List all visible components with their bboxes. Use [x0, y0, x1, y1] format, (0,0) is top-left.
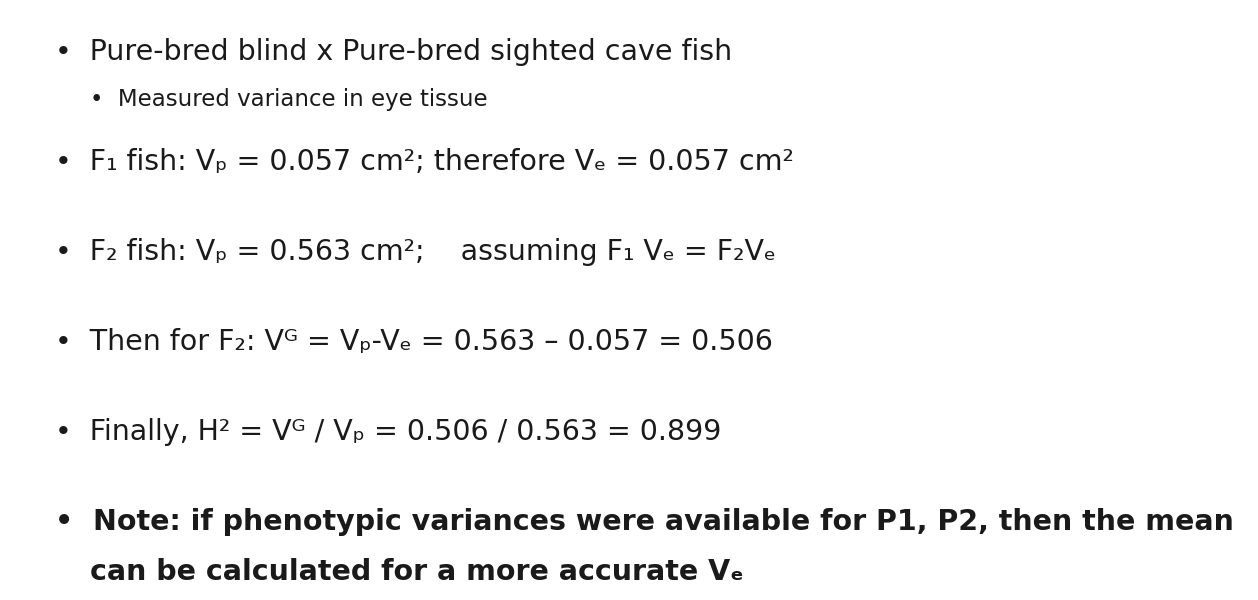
Text: •  Note: if phenotypic variances were available for P1, P2, then the mean: • Note: if phenotypic variances were ava… — [55, 508, 1234, 536]
Text: •  Measured variance in eye tissue: • Measured variance in eye tissue — [91, 88, 488, 111]
Text: •  F₂ fish: Vₚ = 0.563 cm²;    assuming F₁ Vₑ = F₂Vₑ: • F₂ fish: Vₚ = 0.563 cm²; assuming F₁ V… — [55, 238, 776, 266]
Text: •  Pure-bred blind x Pure-bred sighted cave fish: • Pure-bred blind x Pure-bred sighted ca… — [55, 38, 732, 66]
Text: •  Finally, H² = Vᴳ / Vₚ = 0.506 / 0.563 = 0.899: • Finally, H² = Vᴳ / Vₚ = 0.506 / 0.563 … — [55, 418, 721, 446]
Text: •  Then for F₂: Vᴳ = Vₚ-Vₑ = 0.563 – 0.057 = 0.506: • Then for F₂: Vᴳ = Vₚ-Vₑ = 0.563 – 0.05… — [55, 328, 772, 356]
Text: can be calculated for a more accurate Vₑ: can be calculated for a more accurate Vₑ — [91, 558, 743, 586]
Text: •  F₁ fish: Vₚ = 0.057 cm²; therefore Vₑ = 0.057 cm²: • F₁ fish: Vₚ = 0.057 cm²; therefore Vₑ … — [55, 148, 794, 176]
